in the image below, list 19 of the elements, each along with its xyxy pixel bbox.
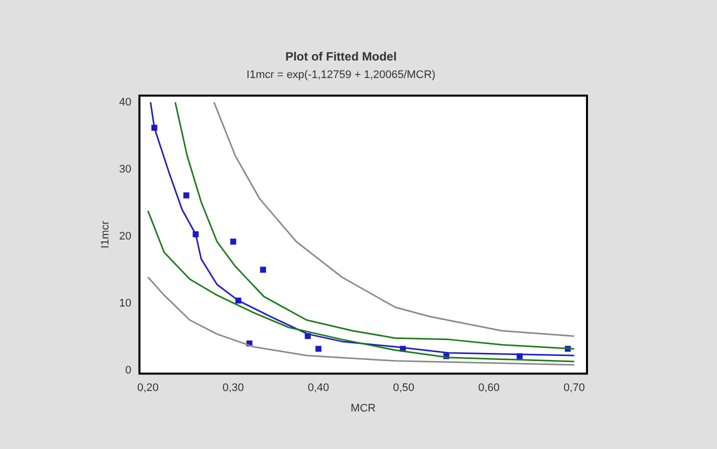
chart-title: Plot of Fitted Model	[285, 50, 397, 64]
x-tick-label: 0,20	[137, 382, 159, 394]
point	[230, 238, 236, 245]
x-tick-label: 0,70	[564, 382, 585, 394]
point	[315, 346, 322, 352]
x-tick-label: 0,50	[393, 382, 414, 394]
point	[260, 266, 266, 273]
y-tick-label: 40	[119, 96, 132, 108]
y-tick-label: 20	[119, 230, 132, 242]
y-tick-label: 0	[125, 364, 132, 376]
x-tick-label: 0,30	[222, 382, 244, 394]
x-tick-label: 0,40	[308, 382, 330, 394]
x-tick-label: 0,60	[478, 382, 500, 394]
y-tick-label: 30	[119, 163, 132, 176]
x-axis-title: MCR	[350, 402, 376, 414]
chart-subtitle: I1mcr = exp(-1,12759 + 1,20065/MCR)	[246, 69, 436, 82]
y-axis-title: I1mcr	[100, 220, 112, 248]
y-tick-label: 10	[119, 297, 132, 310]
point	[183, 192, 190, 198]
